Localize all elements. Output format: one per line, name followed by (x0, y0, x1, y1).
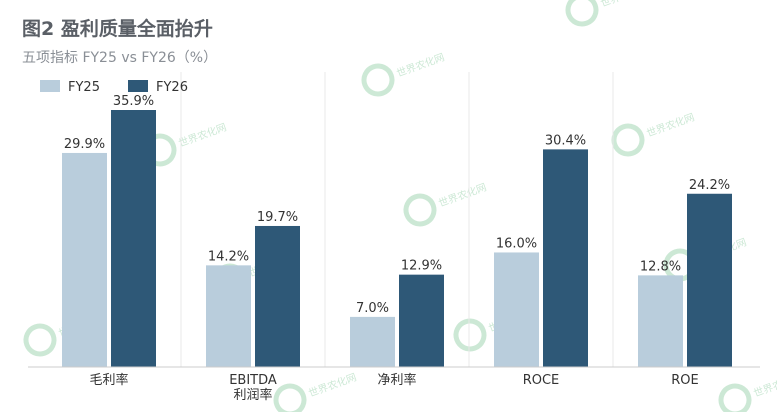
bar-fy26 (255, 225, 300, 367)
data-label: 12.9% (401, 259, 442, 274)
chart-title: 图2 盈利质量全面抬升 (22, 18, 213, 40)
watermark-logo-4: 世界农化网 (403, 180, 488, 227)
data-label: 14.2% (208, 249, 249, 264)
data-labels: 29.9% 14.2% 7.0% 16.0% 12.8% 35.9% 19.7% 12.9% 3… (64, 94, 730, 316)
bar-fy25 (350, 316, 395, 367)
watermark-ring (611, 123, 645, 157)
watermark-ring (565, 0, 599, 27)
x-tick-label: ROE (671, 373, 698, 388)
bar-fy25 (206, 265, 251, 367)
bars (62, 110, 732, 367)
legend-swatch-fy25 (40, 80, 60, 92)
bar-fy26 (543, 149, 588, 367)
chart-subtitle: 五项指标 FY25 vs FY26（%） (22, 50, 218, 66)
data-label: 24.2% (689, 178, 730, 193)
data-label: 7.0% (356, 301, 389, 316)
legend-label-fy25: FY25 (68, 80, 100, 95)
x-tick-label: 净利率 (377, 372, 416, 388)
data-label: 19.7% (257, 210, 298, 225)
watermark-ring (273, 383, 307, 412)
legend: FY25 FY26 (40, 80, 188, 95)
watermark-logo-9: 世界农化网 (273, 370, 358, 412)
data-label: 35.9% (113, 94, 154, 109)
watermark-text: 世界农化网 (177, 120, 228, 149)
bar-fy26 (687, 193, 732, 367)
legend-swatch-fy26 (128, 80, 148, 92)
bar-fy25 (638, 275, 683, 367)
x-tick-label: 毛利率 (89, 372, 128, 388)
watermark-text: 世界农化网 (307, 370, 358, 399)
grid-lines (180, 72, 614, 367)
watermark-text: 世界农化网 (645, 110, 696, 139)
x-tick-label: EBITDA (229, 373, 277, 388)
watermark-text: 世界农化网 (752, 370, 777, 399)
x-tick-label: 利润率 (233, 387, 272, 403)
watermark-logo-0: 世界农化网 (361, 50, 446, 97)
bar-fy26 (111, 110, 156, 367)
x-tick-label: ROCE (523, 373, 560, 388)
watermark-logo-2: 世界农化网 (565, 0, 650, 27)
bar-fy25 (494, 252, 539, 367)
watermark-ring (23, 323, 57, 357)
watermark-text: 世界农化网 (437, 180, 488, 209)
data-label: 12.8% (640, 259, 681, 274)
bar-fy25 (62, 152, 107, 367)
watermark-ring (361, 63, 395, 97)
bar-fy26 (399, 274, 444, 367)
data-label: 30.4% (545, 133, 586, 148)
data-label: 29.9% (64, 137, 105, 152)
watermark-ring (718, 383, 752, 412)
legend-label-fy26: FY26 (156, 80, 188, 95)
watermark-text: 世界农化网 (395, 50, 446, 79)
watermark-ring (403, 193, 437, 227)
watermark-logo-3: 世界农化网 (611, 110, 696, 157)
data-label: 16.0% (496, 236, 537, 251)
watermark-text: 世界农化网 (599, 0, 650, 10)
watermark-ring (453, 318, 487, 352)
watermark-logo-10: 世界农化网 (718, 370, 777, 412)
